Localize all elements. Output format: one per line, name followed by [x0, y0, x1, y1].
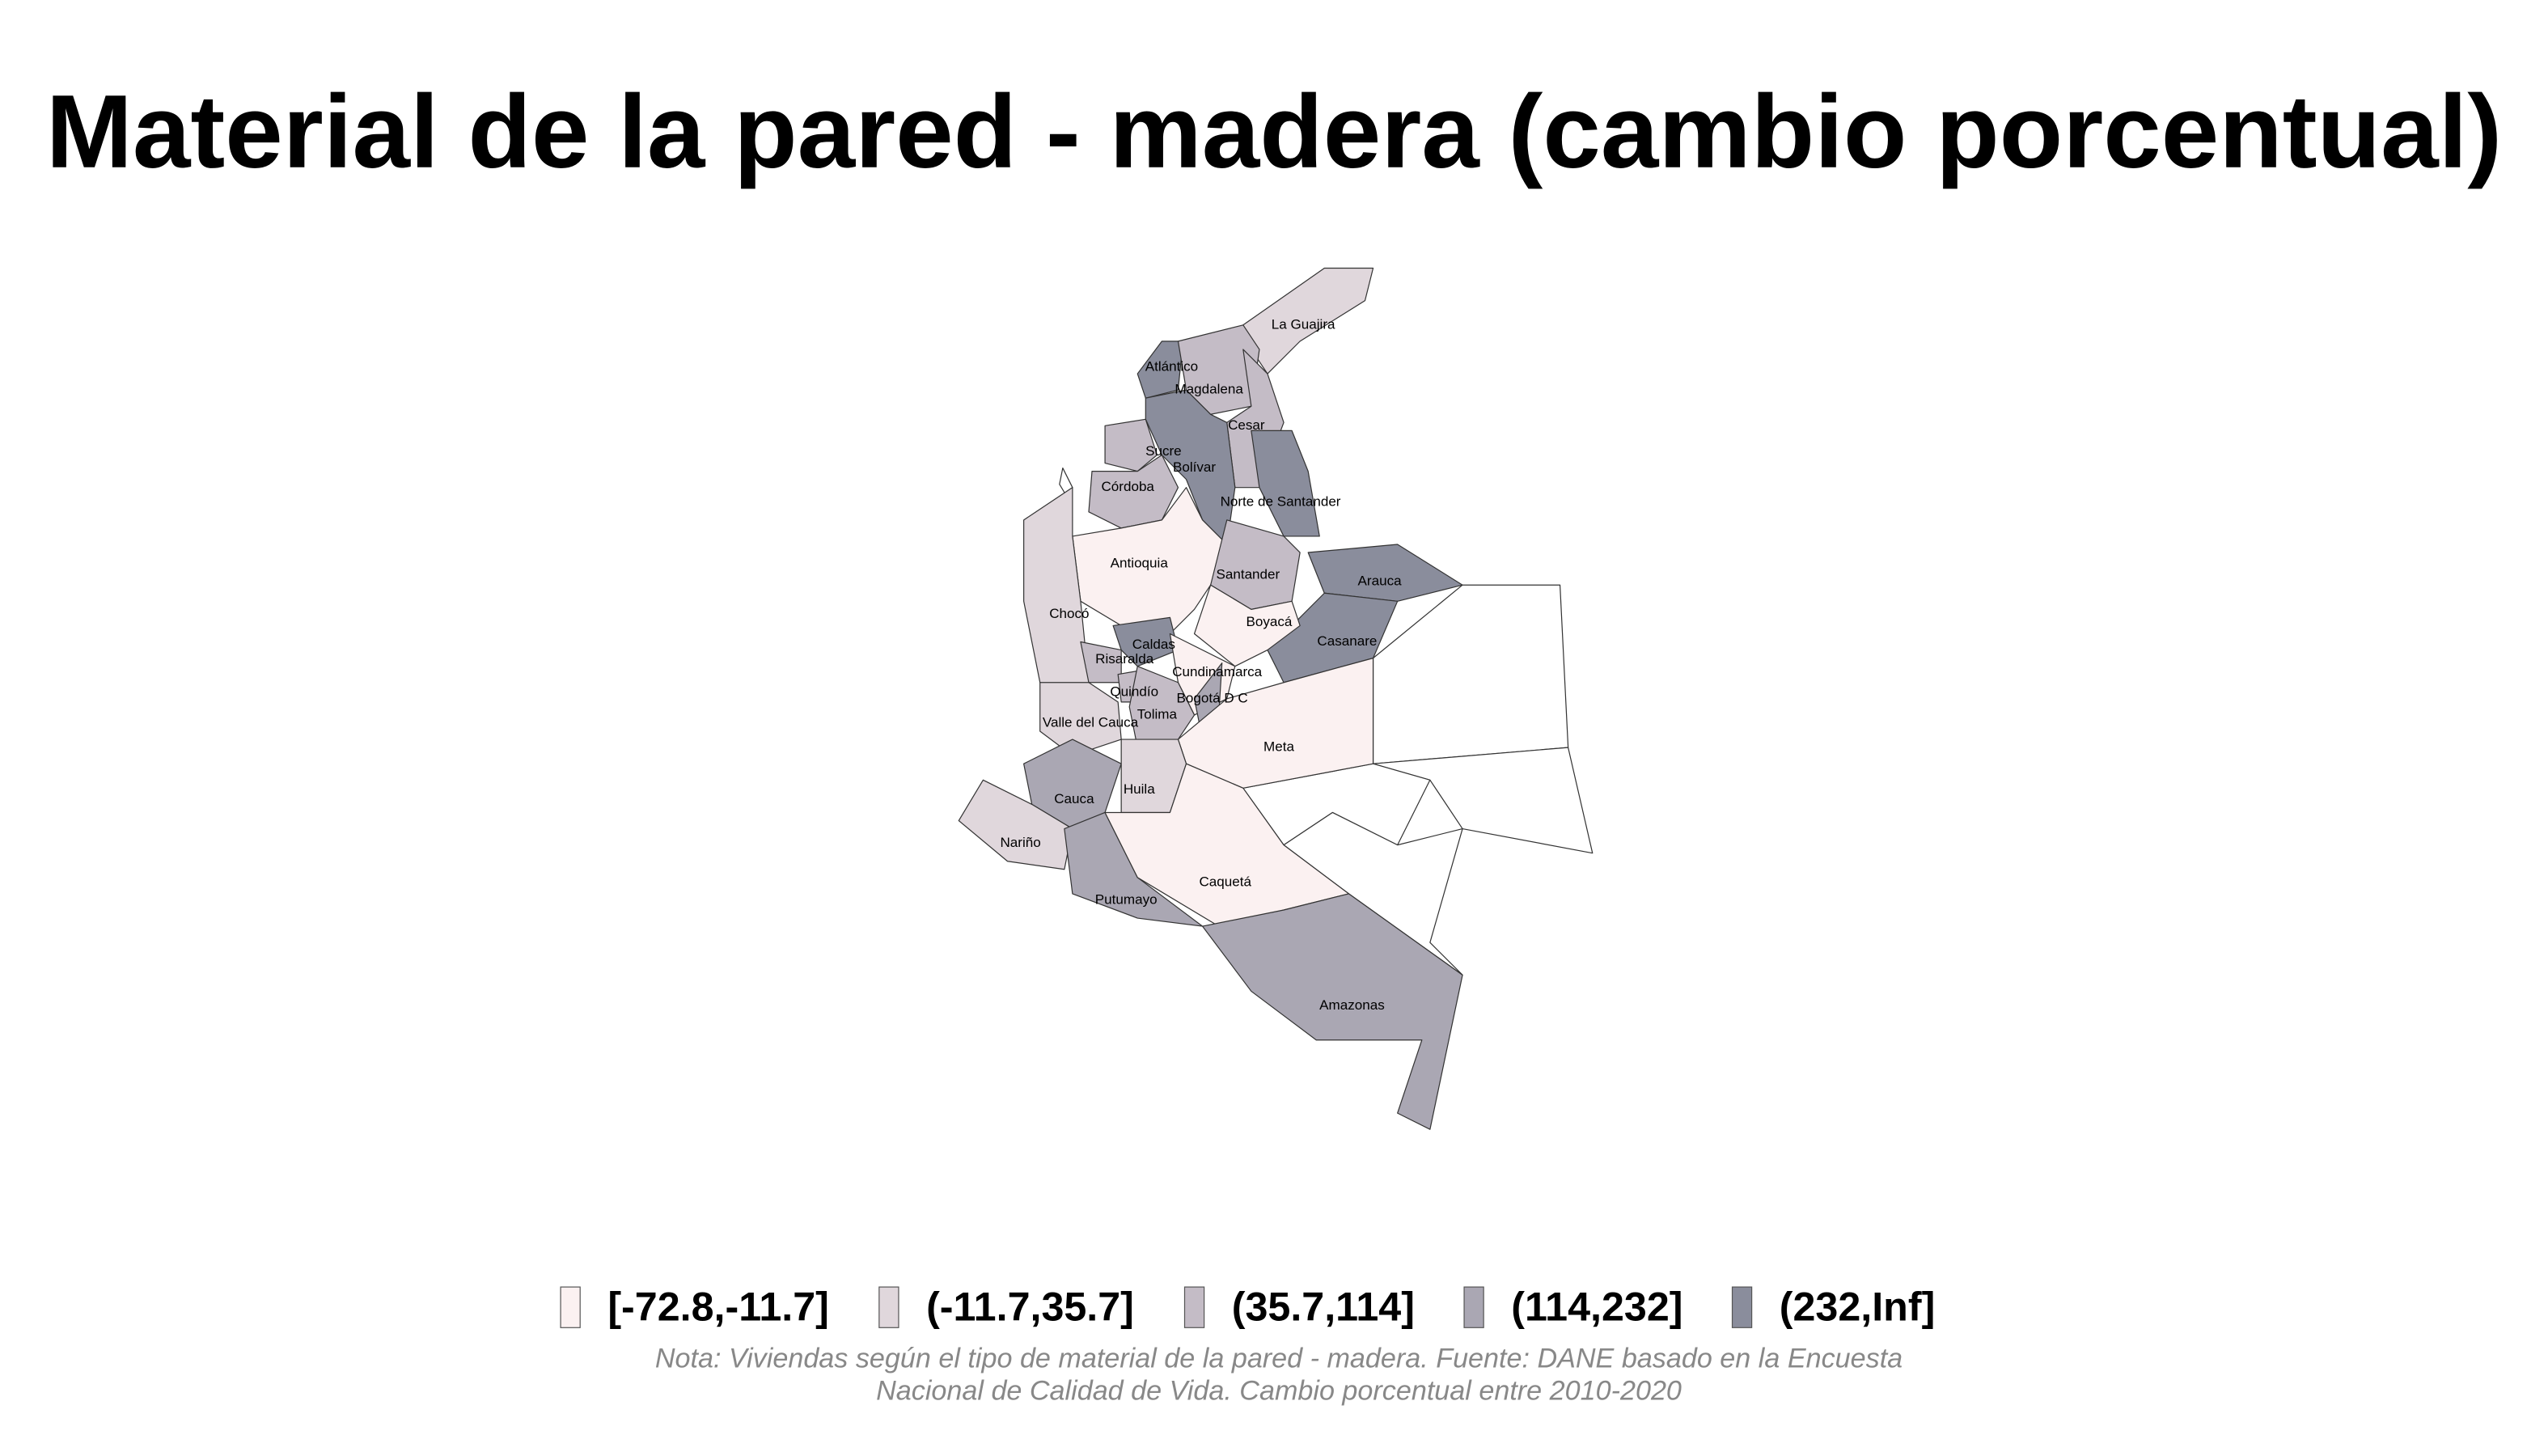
legend-label: (35.7,114]: [1232, 1284, 1415, 1329]
department: [1251, 430, 1320, 537]
department-label: Caquetá: [1199, 874, 1251, 889]
unlabeled-region: [1372, 584, 1569, 764]
legend-key: [1731, 1286, 1753, 1328]
department-label: Caldas: [1132, 637, 1175, 652]
department-label: Risaralda: [1095, 651, 1154, 667]
department-label: Tolima: [1137, 706, 1178, 722]
department-label: La Guajira: [1272, 316, 1335, 332]
legend-key: [878, 1286, 899, 1328]
department-label: Casanare: [1317, 633, 1377, 649]
department-label: Cundinamarca: [1172, 664, 1262, 679]
department-label: Santander: [1216, 567, 1280, 582]
department: [1202, 893, 1463, 1130]
department: [1023, 487, 1090, 716]
department: [1307, 544, 1463, 602]
department: [1112, 616, 1179, 667]
department-label: Amazonas: [1319, 997, 1385, 1013]
department-label: Chocó: [1049, 606, 1089, 621]
department-label: Córdoba: [1101, 479, 1154, 494]
department-label: Bolívar: [1173, 459, 1216, 475]
department: [1104, 763, 1350, 927]
legend-key: [1463, 1286, 1484, 1328]
department-label: Valle del Cauca: [1043, 714, 1139, 730]
department-label: Meta: [1263, 739, 1294, 755]
legend-label: [-72.8,-11.7]: [607, 1284, 829, 1329]
legend-label: (232,Inf]: [1780, 1284, 1936, 1329]
department: [1088, 454, 1179, 529]
note: Nota: Viviendas según el tipo de materia…: [655, 1343, 1903, 1406]
map-labels: La GuajiraAtlánticoMagdalenaCesarSucreBo…: [1000, 316, 1402, 1013]
title: Material de la pared - madera (cambio po…: [46, 74, 2502, 190]
department-label: Cauca: [1054, 791, 1094, 806]
department-label: Norte de Santander: [1221, 493, 1341, 509]
department-label: Quindío: [1110, 684, 1158, 699]
department-label: Cesar: [1228, 417, 1265, 433]
note-line: Nota: Viviendas según el tipo de materia…: [655, 1343, 1903, 1373]
department-label: Bogotá D C: [1177, 690, 1248, 705]
legend-key: [560, 1286, 581, 1328]
department-label: Nariño: [1000, 835, 1040, 850]
department: [1193, 584, 1301, 667]
legend-label: (114,232]: [1511, 1284, 1682, 1329]
legend-label: (-11.7,35.7]: [926, 1284, 1134, 1329]
department-label: Putumayo: [1095, 891, 1158, 907]
department-label: Arauca: [1358, 574, 1403, 589]
department: [1136, 341, 1184, 399]
department-label: Sucre: [1145, 443, 1182, 459]
department-label: Huila: [1124, 781, 1155, 797]
legend-key: [1183, 1286, 1205, 1328]
department-label: Antioquia: [1111, 556, 1169, 571]
map-regions: [958, 267, 1594, 1130]
legend: [-72.8,-11.7] (-11.7,35.7] (35.7,114] (114,…: [560, 1284, 1936, 1329]
department: [1104, 418, 1158, 472]
department-label: Atlántico: [1145, 359, 1198, 375]
department-label: Magdalena: [1175, 382, 1243, 397]
note-line: Nacional de Calidad de Vida. Cambio porc…: [876, 1376, 1682, 1407]
department-label: Boyacá: [1246, 614, 1293, 629]
